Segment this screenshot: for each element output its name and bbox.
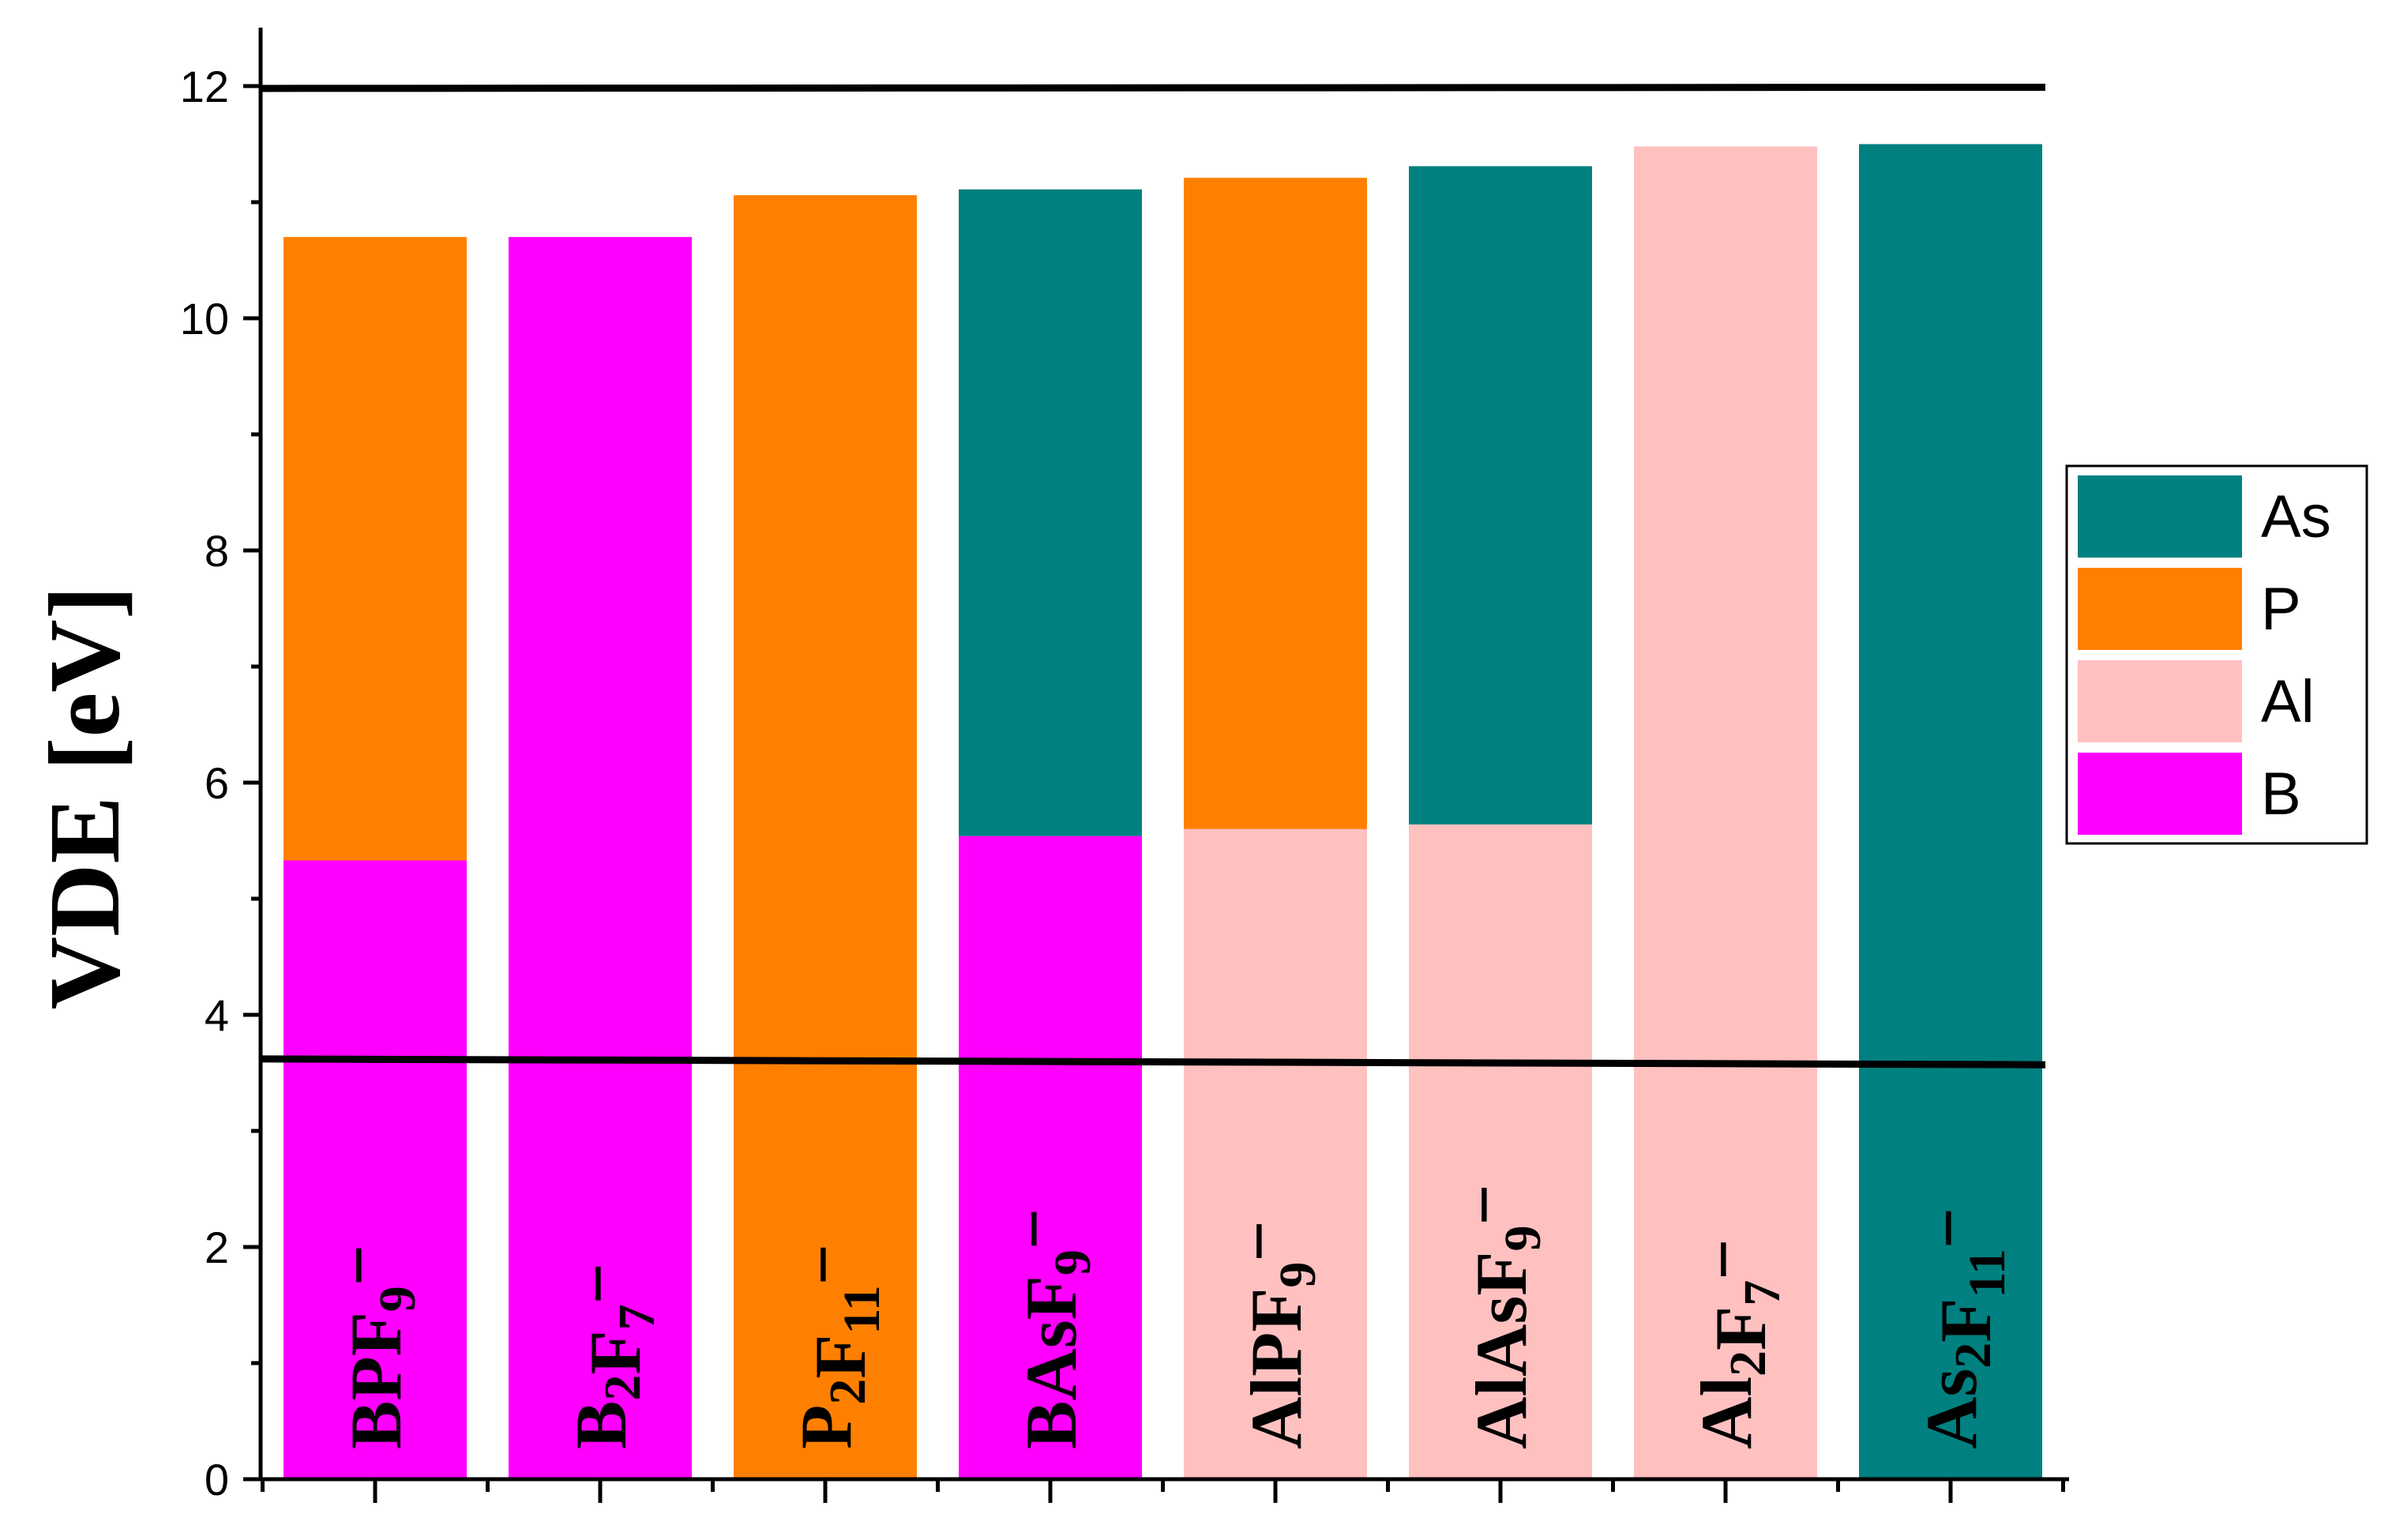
- legend-swatch-p: [2078, 568, 2242, 650]
- bar-label: BAsF9−: [993, 1208, 1102, 1449]
- bar-segment-p: [734, 195, 917, 1480]
- bar-segment-b: [284, 860, 467, 1479]
- bar-segment-b: [509, 237, 692, 1480]
- y-tick-label: 4: [205, 990, 229, 1040]
- axes: 0 2 4 6 8 10 12: [180, 28, 2069, 1504]
- bar-segment-as: [959, 189, 1142, 836]
- bar-segment-al: [1634, 146, 1817, 1480]
- bar-label: AlPF9−: [1219, 1220, 1327, 1449]
- legend-swatch-b: [2078, 753, 2242, 835]
- legend-label: As: [2261, 483, 2331, 550]
- bar-labels: BPF9− B2F7− P2F11− BAsF9− AlPF9− AlAsF9− Al2F7…: [318, 1184, 2016, 1449]
- legend-swatch-al: [2078, 660, 2242, 742]
- bar-segment-al: [1184, 828, 1367, 1479]
- legend-swatch-as: [2078, 475, 2242, 558]
- bar-label: P2F11−: [783, 1244, 891, 1449]
- reference-line: [260, 1055, 2046, 1069]
- bar-segment-b: [959, 836, 1142, 1479]
- bar-label: AlAsF9−: [1444, 1184, 1552, 1449]
- bar-label: BPF9−: [318, 1245, 426, 1449]
- y-axis-label: VDE [eV]: [28, 586, 141, 1010]
- bar-segment-as: [1409, 166, 1592, 824]
- reference-lines: [260, 83, 2046, 1069]
- bar-segment-as: [1859, 144, 2042, 1479]
- bar-label: Al2F7−: [1683, 1238, 1791, 1449]
- y-tick-label: 6: [205, 758, 229, 808]
- y-tick-label: 8: [205, 526, 229, 576]
- y-tick-label: 10: [180, 294, 229, 344]
- legend-label: B: [2261, 761, 2301, 828]
- legend-label: P: [2261, 576, 2301, 643]
- legend: As P Al B: [2065, 464, 2368, 845]
- bar-segment-p: [284, 237, 467, 861]
- bar-label: B2F7−: [558, 1263, 666, 1449]
- y-tick-label: 12: [180, 62, 229, 111]
- y-tick-label: 2: [205, 1223, 229, 1272]
- bar-segment-p: [1184, 178, 1367, 829]
- bar-segment-al: [1409, 824, 1592, 1479]
- reference-line: [260, 83, 2046, 92]
- y-tick-label: 0: [205, 1455, 229, 1504]
- legend-label: Al: [2261, 668, 2315, 735]
- bar-label: As2F11−: [1908, 1208, 2016, 1449]
- bars-layer: [284, 144, 2042, 1480]
